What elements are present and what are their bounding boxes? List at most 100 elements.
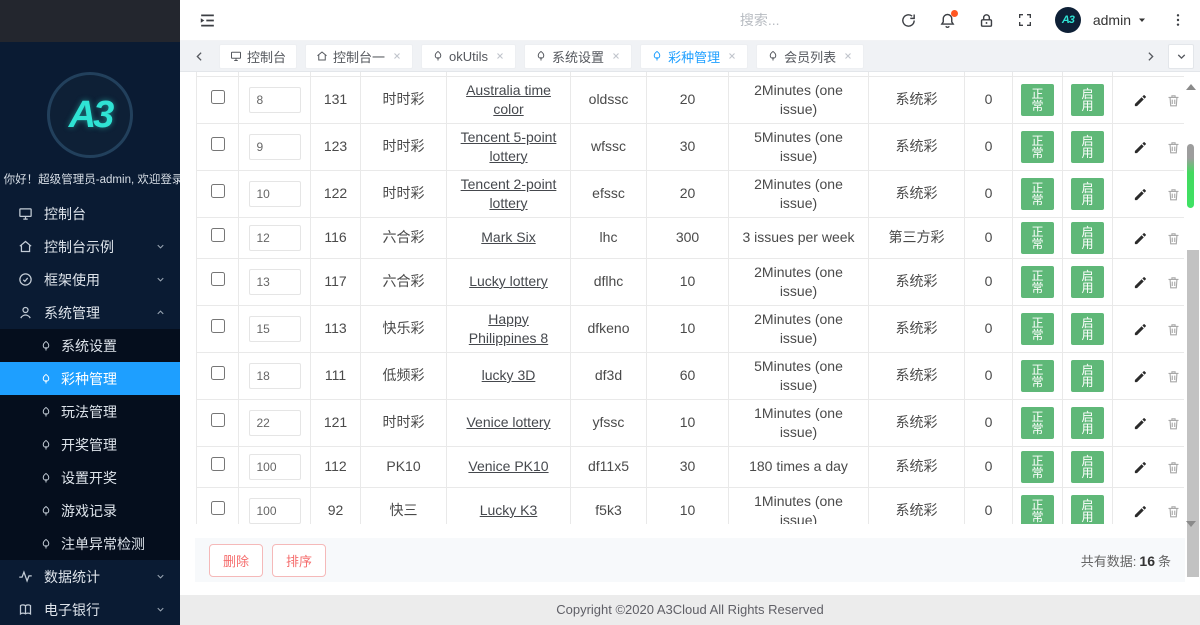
sidebar-item-bet-anomaly[interactable]: 注单异常检测 [0,527,180,560]
name-cell: lucky 3D [447,352,571,399]
row-checkbox[interactable] [211,319,225,333]
sidebar-item-console[interactable]: 控制台 [0,197,180,230]
sort-input[interactable] [249,269,301,295]
delete-icon[interactable] [1166,413,1181,432]
sidebar-item-system-mgmt[interactable]: 系统管理 [0,296,180,329]
fullscreen-icon[interactable] [1017,12,1033,28]
delete-icon[interactable] [1166,457,1181,476]
edit-icon[interactable] [1133,272,1148,291]
sort-input[interactable] [249,363,301,389]
lottery-name-link[interactable]: Mark Six [481,229,535,245]
edit-icon[interactable] [1133,319,1148,338]
tab-system-setting[interactable]: 系统设置 [524,44,632,69]
row-checkbox[interactable] [211,137,225,151]
tabs-scroll-right-icon[interactable] [1139,50,1162,63]
leaf-icon [651,50,663,62]
scrollbar-down-arrow[interactable] [1186,521,1196,527]
delete-icon[interactable] [1166,272,1181,291]
delete-button[interactable]: 删除 [209,544,263,577]
row-checkbox[interactable] [211,228,225,242]
lottery-name-link[interactable]: Venice lottery [466,414,550,430]
sidebar-item-system-setting[interactable]: 系统设置 [0,329,180,362]
delete-icon[interactable] [1166,184,1181,203]
sidebar-item-data-stats[interactable]: 数据统计 [0,560,180,593]
sidebar-toggle-icon[interactable] [198,11,217,30]
sidebar-item-play-mgmt[interactable]: 玩法管理 [0,395,180,428]
edit-icon[interactable] [1133,366,1148,385]
table-scrollbar-thumb[interactable] [1187,144,1194,208]
lottery-name-link[interactable]: Tencent 2-point lottery [461,176,557,211]
delete-icon[interactable] [1166,319,1181,338]
leaf-icon [40,373,52,385]
row-checkbox[interactable] [211,366,225,380]
close-icon[interactable] [392,51,402,61]
sidebar-item-label: 设置开奖 [61,468,117,488]
tabs-dropdown-icon[interactable] [1168,44,1194,69]
tab-okutils[interactable]: okUtils [421,44,516,69]
sidebar-item-game-record[interactable]: 游戏记录 [0,494,180,527]
edit-icon[interactable] [1133,90,1148,109]
lottery-name-link[interactable]: Australia time color [466,82,551,117]
tab-console[interactable]: 控制台 [219,44,297,69]
row-checkbox[interactable] [211,501,225,515]
lottery-name-link[interactable]: Happy Philippines 8 [469,311,548,346]
scrollbar-up-arrow[interactable] [1186,84,1196,90]
lock-icon[interactable] [978,12,995,29]
tabs-scroll-left-icon[interactable] [188,50,211,63]
sort-input[interactable] [249,498,301,524]
actions-cell [1113,76,1185,123]
edit-icon[interactable] [1133,184,1148,203]
refresh-icon[interactable] [900,12,917,29]
sort-input[interactable] [249,225,301,251]
admin-dropdown[interactable]: admin [1093,12,1148,28]
delete-icon[interactable] [1166,366,1181,385]
edit-icon[interactable] [1133,413,1148,432]
sort-input[interactable] [249,410,301,436]
status-badge: 正常 [1021,131,1054,163]
sidebar-item-console-demo[interactable]: 控制台示例 [0,230,180,263]
close-icon[interactable] [495,51,505,61]
tab-console-one[interactable]: 控制台一 [305,44,413,69]
sidebar-item-lottery-mgmt[interactable]: 彩种管理 [0,362,180,395]
frequency-cell: 2Minutes (one issue) [729,170,869,217]
sidebar-item-set-draw[interactable]: 设置开奖 [0,461,180,494]
edit-icon[interactable] [1133,501,1148,520]
row-checkbox[interactable] [211,184,225,198]
edit-icon[interactable] [1133,457,1148,476]
close-icon[interactable] [611,51,621,61]
sort-input[interactable] [249,134,301,160]
sort-button[interactable]: 排序 [272,544,326,577]
lottery-name-link[interactable]: Lucky K3 [480,502,538,518]
edit-icon[interactable] [1133,228,1148,247]
lottery-name-link[interactable]: Tencent 5-point lottery [461,129,557,164]
avatar[interactable]: A3 [1055,7,1081,33]
delete-icon[interactable] [1166,228,1181,247]
delete-icon[interactable] [1166,501,1181,520]
hot-cell: 0 [965,305,1013,352]
sort-input[interactable] [249,454,301,480]
sidebar-item-draw-mgmt[interactable]: 开奖管理 [0,428,180,461]
tab-lottery-mgmt[interactable]: 彩种管理 [640,44,748,69]
sidebar-item-framework[interactable]: 框架使用 [0,263,180,296]
row-checkbox[interactable] [211,457,225,471]
sort-input[interactable] [249,87,301,113]
sort-input[interactable] [249,181,301,207]
search-input[interactable] [740,12,890,28]
delete-icon[interactable] [1166,90,1181,109]
edit-icon[interactable] [1133,137,1148,156]
bell-icon[interactable] [939,12,956,29]
tab-member-list[interactable]: 会员列表 [756,44,864,69]
close-icon[interactable] [843,51,853,61]
sidebar-item-e-bank[interactable]: 电子银行 [0,593,180,625]
row-checkbox[interactable] [211,90,225,104]
lottery-name-link[interactable]: Lucky lottery [469,273,548,289]
sort-input[interactable] [249,316,301,342]
lottery-name-link[interactable]: lucky 3D [482,367,536,383]
delete-icon[interactable] [1166,137,1181,156]
page-scrollbar-thumb[interactable] [1187,250,1199,577]
lottery-name-link[interactable]: Venice PK10 [468,458,548,474]
row-checkbox[interactable] [211,272,225,286]
close-icon[interactable] [727,51,737,61]
row-checkbox[interactable] [211,413,225,427]
kebab-menu-icon[interactable] [1170,12,1186,28]
